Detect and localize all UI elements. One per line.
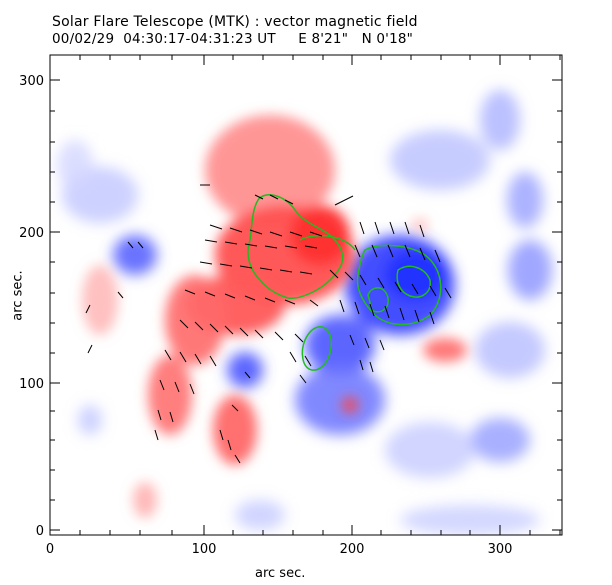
- y-axis-label: arc sec.: [10, 270, 26, 321]
- y-tick-label: 300: [19, 74, 44, 89]
- y-tick-label: 200: [19, 226, 44, 241]
- chart-subtitle: 00/02/29 04:30:17-04:31:23 UT E 8'21" N …: [52, 31, 414, 47]
- plot-frame: [49, 54, 563, 536]
- axis-ticks: [49, 55, 562, 535]
- y-tick-label: 100: [19, 377, 44, 392]
- transverse-field-vectors: [85, 184, 452, 464]
- x-tick-label: 300: [488, 542, 513, 557]
- x-tick-label: 200: [340, 542, 365, 557]
- polarity-contours: [247, 194, 442, 371]
- field-map: [57, 90, 552, 535]
- negative-polarity-regions: [57, 90, 552, 535]
- x-tick-label: 100: [192, 542, 217, 557]
- chart-title: Solar Flare Telescope (MTK) : vector mag…: [52, 14, 418, 30]
- y-tick-label: 0: [36, 524, 44, 539]
- x-tick-label: 0: [46, 542, 54, 557]
- positive-polarity-regions: [82, 115, 467, 518]
- x-axis-label: arc sec.: [255, 566, 306, 581]
